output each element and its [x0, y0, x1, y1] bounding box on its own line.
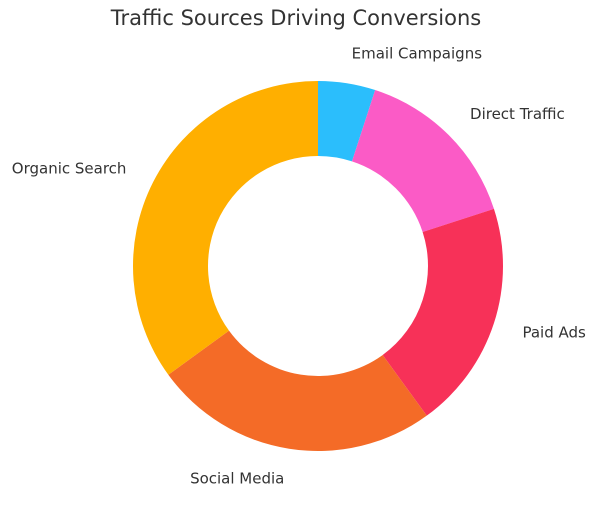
- slice-organic-search: [133, 81, 318, 375]
- slice-label-social-media: Social Media: [190, 469, 284, 487]
- slice-direct-traffic: [351, 90, 494, 233]
- slice-label-email-campaigns: Email Campaigns: [352, 45, 483, 63]
- slice-label-direct-traffic: Direct Traffic: [470, 105, 565, 123]
- slice-paid-ads: [382, 208, 503, 416]
- slice-social-media: [168, 330, 427, 451]
- chart-title: Traffic Sources Driving Conversions: [110, 6, 482, 30]
- slice-email-campaigns: [318, 81, 376, 162]
- slice-label-paid-ads: Paid Ads: [522, 323, 586, 341]
- slice-label-organic-search: Organic Search: [12, 159, 127, 177]
- slices-layer: [133, 81, 503, 451]
- labels-layer: Email Campaigns Direct Traffic Paid Ads Soc…: [12, 45, 586, 488]
